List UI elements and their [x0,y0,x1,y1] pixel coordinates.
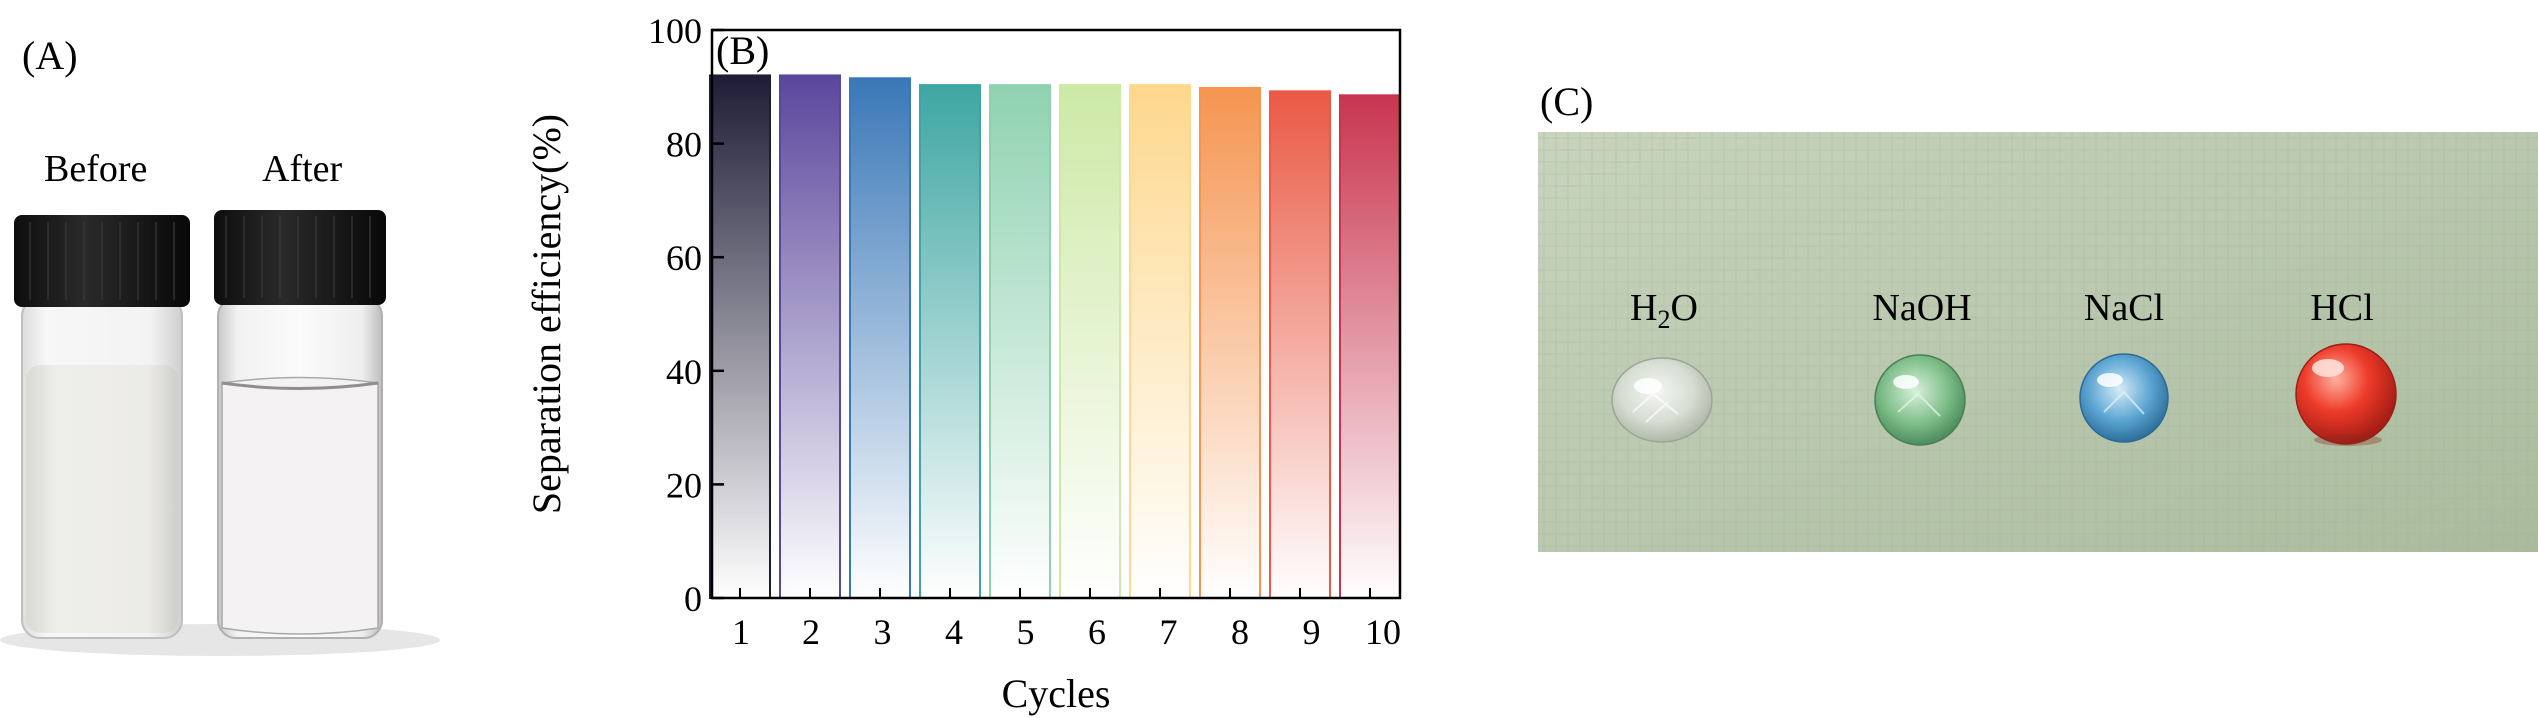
y-tick-label: 0 [684,579,702,619]
plot-frame [710,28,1402,600]
label-h2o: H2O [1630,287,1698,334]
label-naoh: NaOH [1872,287,1971,329]
separation-efficiency-chart: 0 20 40 60 80 100 1 2 3 4 5 6 7 8 9 10 Cycles Separati… [524,11,1402,716]
bar-cycle-4 [919,84,981,599]
label-nacl: NaCl [2084,287,2164,329]
bar-cycle-9 [1269,90,1331,600]
x-tick-label: 3 [874,612,892,652]
x-tick-label: 7 [1160,612,1178,652]
label-hcl: HCl [2310,287,2373,329]
x-tick-label: 1 [732,612,750,652]
x-axis-title: Cycles [1002,671,1111,716]
bars-group [709,74,1401,600]
x-axis: 1 2 3 4 5 6 7 8 9 10 [732,588,1401,652]
bar-cycle-5 [989,84,1051,599]
bar-cycle-2 [779,74,841,599]
y-tick-label: 80 [666,125,702,165]
x-tick-label: 5 [1017,612,1035,652]
y-tick-label: 40 [666,352,702,392]
x-tick-label: 8 [1231,612,1249,652]
droplet-naoh [1874,354,1966,446]
x-tick-label: 9 [1303,612,1321,652]
bar-cycle-1 [709,74,771,599]
before-vial [14,215,190,639]
bar-cycle-10 [1339,94,1401,599]
bar-cycle-3 [849,77,911,599]
x-tick-label: 2 [802,612,820,652]
x-tick-label: 10 [1365,612,1401,652]
y-tick-label: 20 [666,465,702,505]
x-tick-label: 6 [1088,612,1106,652]
panel-c-label: (C) [1540,79,1594,124]
vials-photo [0,210,440,656]
y-tick-label: 60 [666,238,702,278]
fabric-photo: H2O NaOH NaCl HCl [1538,132,2538,552]
droplet-h2o [1611,357,1713,443]
before-label: Before [44,148,148,190]
bar-cycle-7 [1129,84,1191,599]
bar-cycle-8 [1199,86,1261,599]
y-axis: 0 20 40 60 80 100 [648,11,724,619]
after-vial-cap [214,210,386,305]
after-label: After [262,148,343,190]
droplet-nacl [2079,353,2169,443]
bar-cycle-6 [1059,84,1121,599]
panel-b-label: (B) [716,28,769,73]
after-vial [214,210,386,639]
y-axis-title: Separation efficiency(%) [524,114,569,514]
panel-a-label: (A) [22,33,78,78]
panel-b: 0 20 40 60 80 100 1 2 3 4 5 6 7 8 9 10 Cycles Separati… [500,0,1440,718]
y-tick-label: 100 [648,11,702,51]
panel-a: (A) Before After [0,0,470,718]
droplet-hcl [2295,343,2397,446]
panel-c: (C) H2O [1520,0,2538,718]
x-tick-label: 4 [945,612,963,652]
